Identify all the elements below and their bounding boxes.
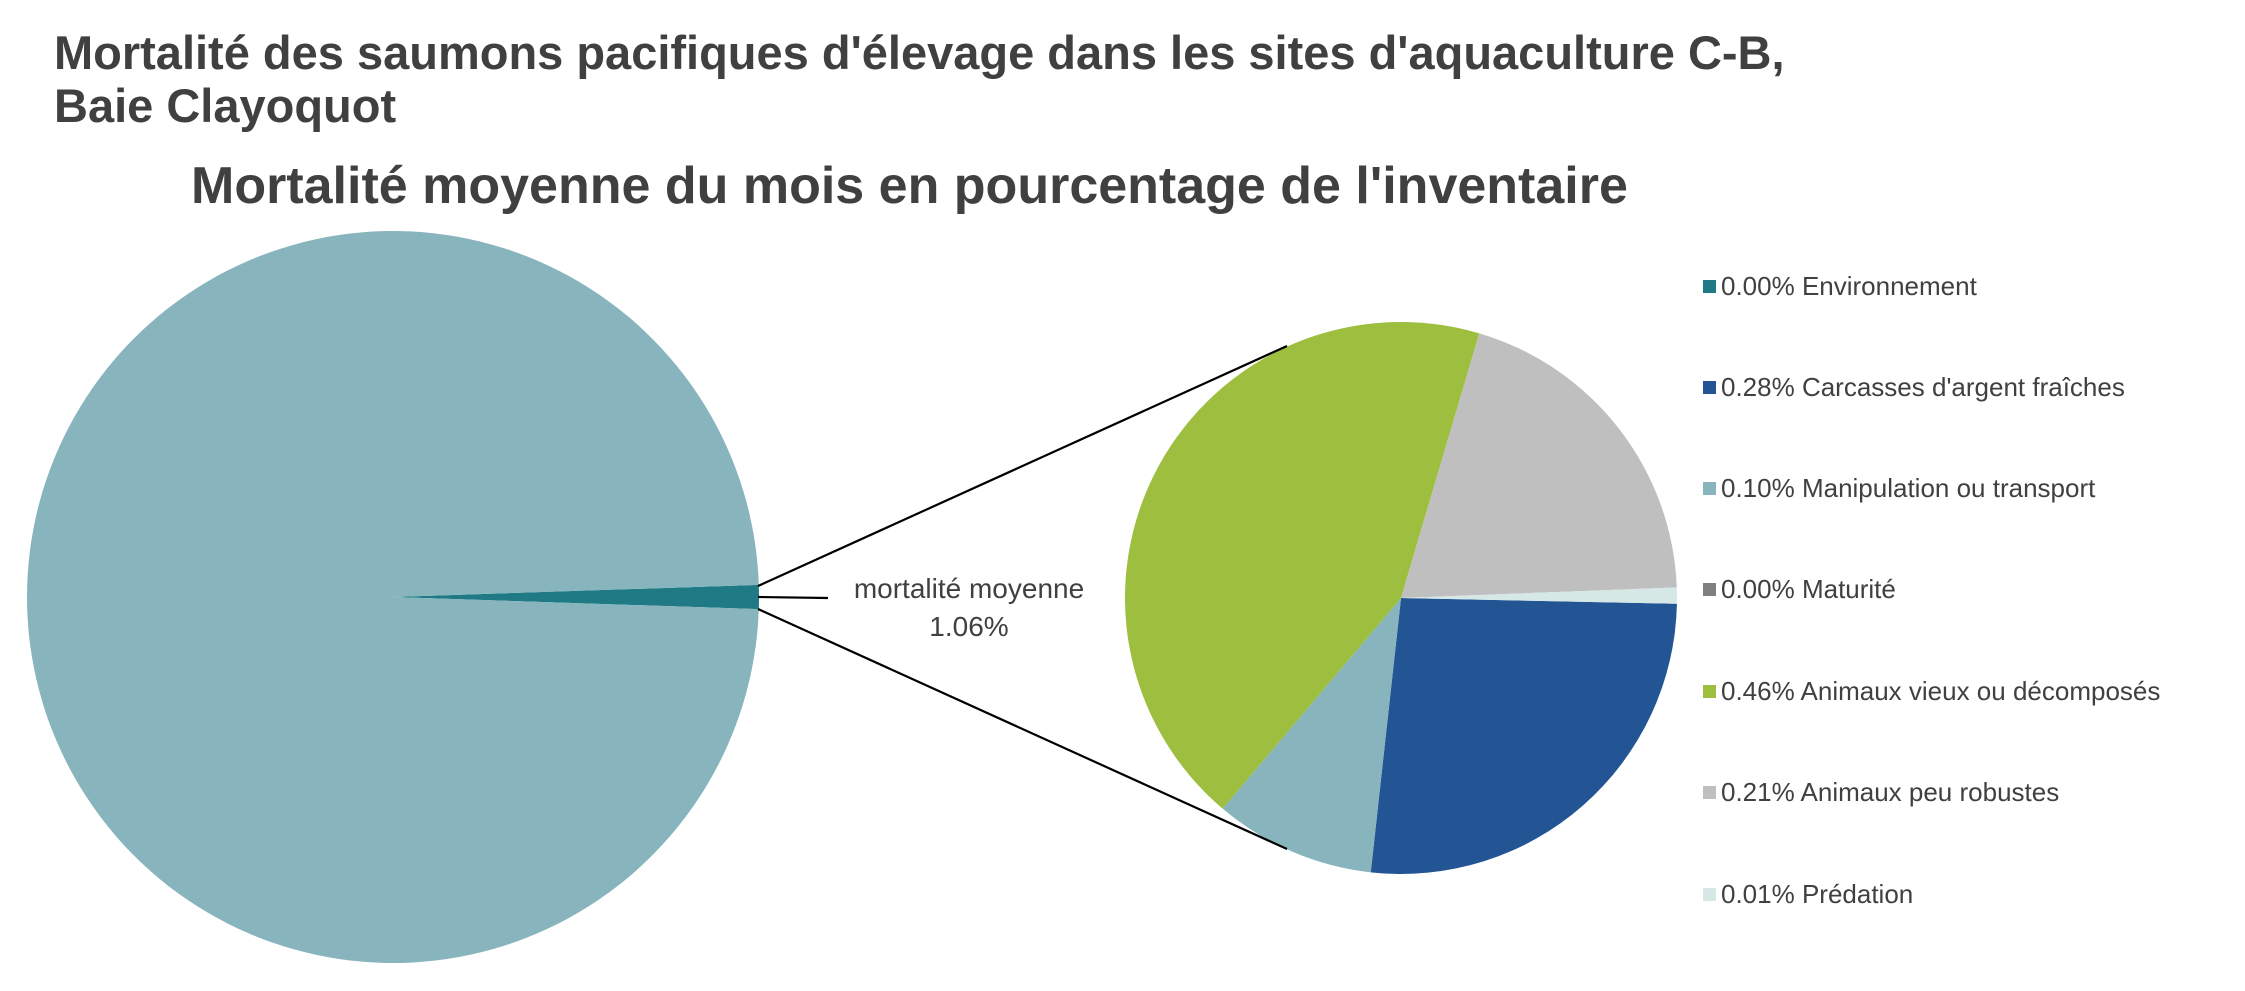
- legend-label: 0.10% Manipulation ou transport: [1721, 472, 2096, 503]
- legend-swatch-icon: [1703, 481, 1716, 495]
- legend-label: 0.46% Animaux vieux ou décomposés: [1721, 675, 2161, 706]
- legend-label: 0.28% Carcasses d'argent fraîches: [1721, 371, 2125, 402]
- legend-swatch-icon: [1703, 582, 1716, 596]
- legend-item-animaux-vieux: 0.46% Animaux vieux ou décomposés: [1703, 675, 2160, 707]
- legend-label: 0.21% Animaux peu robustes: [1721, 776, 2060, 807]
- legend-item-environnement: 0.00% Environnement: [1703, 270, 1977, 302]
- legend-label: 0.00% Maturité: [1721, 573, 1896, 604]
- connector-line-upper: [757, 344, 1288, 588]
- secondary-pie: [1125, 321, 1677, 874]
- chart-title-line-2: Baie Clayoquot: [54, 79, 397, 132]
- legend-swatch-icon: [1703, 380, 1716, 394]
- connector-line-lower: [757, 607, 1288, 851]
- chart-title-line-1: Mortalité des saumons pacifiques d'éleva…: [54, 26, 1785, 79]
- legend-swatch-icon: [1703, 684, 1716, 698]
- main-pie: [26, 230, 759, 963]
- chart-title: Mortalité des saumons pacifiques d'éleva…: [54, 26, 1785, 132]
- legend-item-predation: 0.01% Prédation: [1703, 878, 1913, 910]
- pie-slice-mortalit-moyenne: [393, 584, 759, 610]
- legend-item-carcasses: 0.28% Carcasses d'argent fraîches: [1703, 371, 2125, 403]
- connector-lines: [757, 344, 1288, 851]
- legend-item-maturite: 0.00% Maturité: [1703, 573, 1896, 605]
- legend-swatch-icon: [1703, 887, 1716, 901]
- pie-slice-pr-dation: [1401, 587, 1677, 604]
- legend-swatch-icon: [1703, 785, 1716, 799]
- callout-leader-line: [757, 595, 829, 600]
- chart-subtitle: Mortalité moyenne du mois en pourcentage…: [191, 157, 1628, 215]
- legend-item-manipulation: 0.10% Manipulation ou transport: [1703, 472, 2095, 504]
- callout-value: 1.06%: [929, 611, 1009, 642]
- legend-label: 0.00% Environnement: [1721, 270, 1977, 301]
- legend-label: 0.01% Prédation: [1721, 878, 1914, 909]
- pie-slice-carcasses-d-argent-fra-ches: [1370, 598, 1677, 874]
- pie-slice-animaux-vieux-ou-d-compos-s: [1125, 321, 1480, 809]
- callout-label: mortalité moyenne 1.06%: [838, 570, 1100, 646]
- pie-slice-manipulation-ou-transport: [1222, 598, 1401, 873]
- pie-slice-inventaire-restant: [26, 230, 759, 963]
- pie-slice-animaux-peu-robustes: [1401, 333, 1677, 598]
- legend-swatch-icon: [1703, 279, 1716, 293]
- legend-item-peu-robustes: 0.21% Animaux peu robustes: [1703, 776, 2059, 808]
- callout-label-text: mortalité moyenne: [853, 573, 1085, 604]
